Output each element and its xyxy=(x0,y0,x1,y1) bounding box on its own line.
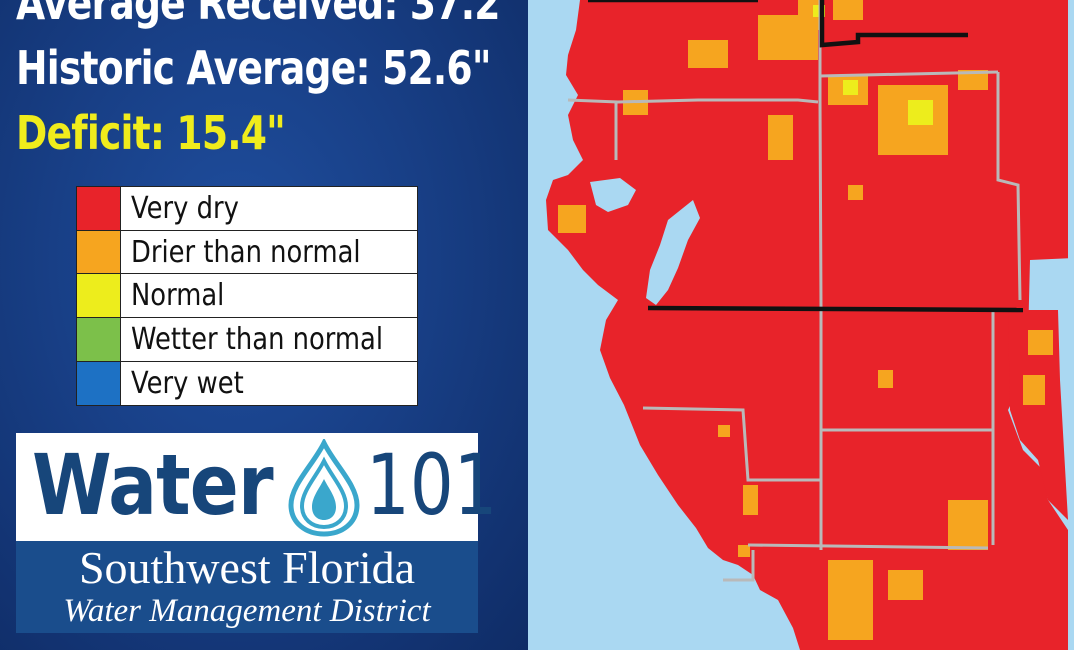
legend-label: Normal xyxy=(131,278,225,314)
legend-item: Very wet xyxy=(77,361,417,406)
average-received-text: Average Received: 37.2" xyxy=(16,0,519,30)
county-lines xyxy=(567,0,1022,582)
legend-label: Very dry xyxy=(131,191,239,226)
historic-average-text: Historic Average: 52.6" xyxy=(16,41,491,95)
legend-label: Drier than normal xyxy=(131,234,361,270)
legend-item: Normal xyxy=(77,274,417,319)
legend-swatch xyxy=(77,318,121,361)
water-101-logo: Water 101 Southwest Florida Water Manage… xyxy=(16,433,497,633)
drier-patches xyxy=(558,0,1053,640)
deficit-text: Deficit: 15.4" xyxy=(16,106,286,160)
info-panel: Average Received: 37.2" Historic Average… xyxy=(0,0,528,650)
logo-title-area: Water 101 xyxy=(16,433,497,541)
logo-word: Water xyxy=(32,436,274,534)
map-legend: Very dry Drier than normal Normal Wetter… xyxy=(76,186,418,406)
org-name-line1: Southwest Florida xyxy=(78,542,416,593)
bay-water xyxy=(646,200,700,305)
logo-number: 101 xyxy=(366,436,498,534)
rainfall-map xyxy=(528,0,1074,650)
legend-item: Wetter than normal xyxy=(77,318,417,362)
district-boundaries xyxy=(588,0,1024,313)
legend-item: Very dry xyxy=(77,187,417,231)
legend-label: Wetter than normal xyxy=(131,322,384,358)
water-drop-icon xyxy=(288,439,360,537)
legend-swatch xyxy=(77,187,121,230)
org-name-line2: Water Management District xyxy=(63,593,431,629)
legend-swatch xyxy=(77,274,121,318)
legend-swatch xyxy=(77,361,121,406)
east-land xyxy=(1008,310,1068,520)
logo-org-banner: Southwest Florida Water Management Distr… xyxy=(16,541,478,633)
land-region xyxy=(546,0,1068,650)
map-svg xyxy=(546,0,1074,650)
legend-swatch xyxy=(77,230,121,274)
legend-item: Drier than normal xyxy=(77,230,417,275)
legend-label: Very wet xyxy=(131,365,244,401)
